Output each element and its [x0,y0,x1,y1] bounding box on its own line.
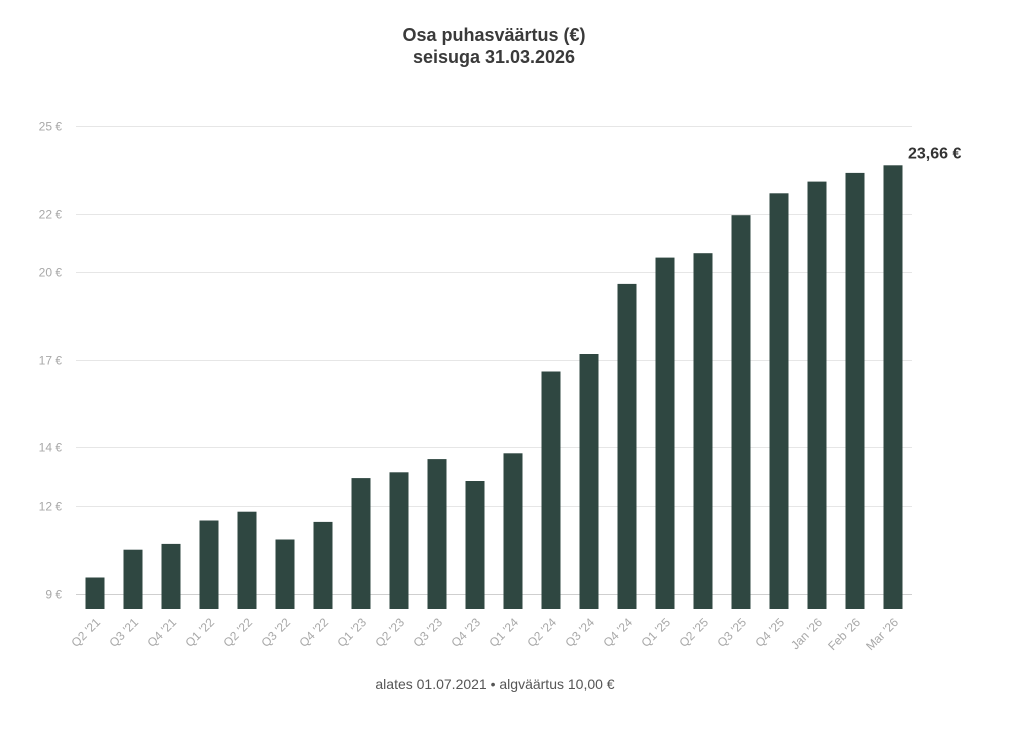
x-tick-label: Q2 '25 [676,615,711,650]
x-tick-label: Q3 '22 [258,615,293,650]
bar [123,549,143,609]
x-tick-label: Q4 '24 [600,615,635,650]
x-tick-label: Q1 '25 [638,615,673,650]
y-tick-label: 12 € [39,500,63,514]
x-tick-label: Q1 '24 [486,615,521,650]
bar [845,172,865,609]
y-tick-label: 20 € [39,266,63,280]
x-tick-label: Jan '26 [788,615,825,652]
bar [807,181,827,609]
x-tick-label: Q3 '24 [562,615,597,650]
y-tick-label: 22 € [39,208,63,222]
y-tick-label: 25 € [39,120,63,134]
x-tick-label: Q2 '23 [372,615,407,650]
chart-title-main: Osa puhasväärtus (€) [402,25,586,45]
x-tick-label: Q2 '21 [68,615,103,650]
x-tick-label: Q3 '25 [714,615,749,650]
bar [769,193,789,610]
bar [731,215,751,609]
x-tick-label: Q2 '24 [524,615,559,650]
chart-subtitle: seisuga 31.03.2026 [412,47,576,67]
bar [237,511,257,609]
chart-title: Osa puhasväärtus (€) seisuga 31.03.2026 [0,24,988,68]
x-tick-label: Q4 '23 [448,615,483,650]
x-tick-label: Q3 '21 [106,615,141,650]
y-tick-label: 14 € [39,441,63,455]
bar [655,257,675,609]
y-tick-label: 9 € [45,588,62,602]
x-tick-label: Mar '26 [863,615,901,653]
x-tick-label: Q3 '23 [410,615,445,650]
x-tick-label: Q4 '22 [296,615,331,650]
x-tick-label: Q2 '22 [220,615,255,650]
bar [541,371,561,609]
bar [427,459,447,609]
bar [275,539,295,609]
bar [199,520,219,609]
x-tick-label: Feb '26 [825,615,863,653]
chart-footnote: alates 01.07.2021 • algväärtus 10,00 € [375,676,615,692]
bar [579,354,599,609]
x-tick-label: Q4 '25 [752,615,787,650]
bar [883,165,903,610]
x-tick-label: Q1 '23 [334,615,369,650]
y-tick-label: 17 € [39,354,63,368]
bar [503,453,523,609]
last-value-label: 23,66 € [908,145,961,162]
x-tick-label: Q4 '21 [144,615,179,650]
x-tick-label: Q1 '22 [182,615,217,650]
bar [351,478,371,609]
bar [85,577,105,609]
bar [389,472,409,609]
bar [693,253,713,609]
bar [465,481,485,609]
bar [617,283,637,609]
bar [161,543,181,609]
bar [313,521,333,609]
